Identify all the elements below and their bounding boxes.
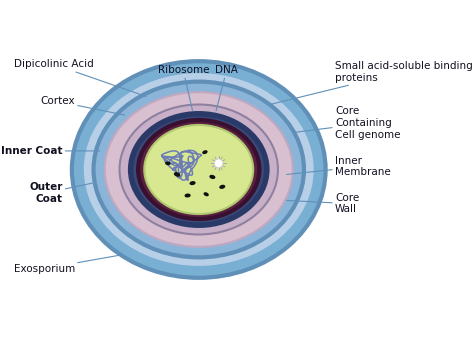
Ellipse shape — [184, 194, 191, 198]
Ellipse shape — [131, 114, 267, 225]
Ellipse shape — [144, 125, 253, 214]
Ellipse shape — [165, 161, 171, 165]
Text: Core
Wall: Core Wall — [287, 193, 359, 214]
Ellipse shape — [174, 172, 181, 177]
Ellipse shape — [72, 61, 326, 278]
Ellipse shape — [105, 92, 293, 247]
Text: Core
Containing
Cell genome: Core Containing Cell genome — [295, 106, 401, 140]
Text: DNA: DNA — [215, 65, 238, 111]
Ellipse shape — [93, 82, 304, 257]
Ellipse shape — [202, 150, 208, 154]
Ellipse shape — [119, 104, 278, 235]
Ellipse shape — [219, 185, 225, 189]
Text: Dipicolinic Acid: Dipicolinic Acid — [14, 59, 146, 97]
Circle shape — [214, 159, 223, 168]
Text: Cortex: Cortex — [40, 96, 125, 115]
Ellipse shape — [82, 72, 315, 267]
Text: Small acid-soluble binding
proteins: Small acid-soluble binding proteins — [270, 61, 473, 104]
Ellipse shape — [190, 181, 196, 185]
Text: Outer
Coat: Outer Coat — [29, 182, 92, 204]
Text: Ribosome: Ribosome — [157, 65, 209, 111]
Text: Exosporium: Exosporium — [14, 255, 121, 274]
Ellipse shape — [210, 175, 215, 179]
Ellipse shape — [138, 120, 259, 219]
Text: Inner Coat: Inner Coat — [1, 146, 100, 156]
Text: Inner
Membrane: Inner Membrane — [287, 156, 391, 177]
Ellipse shape — [203, 192, 209, 196]
